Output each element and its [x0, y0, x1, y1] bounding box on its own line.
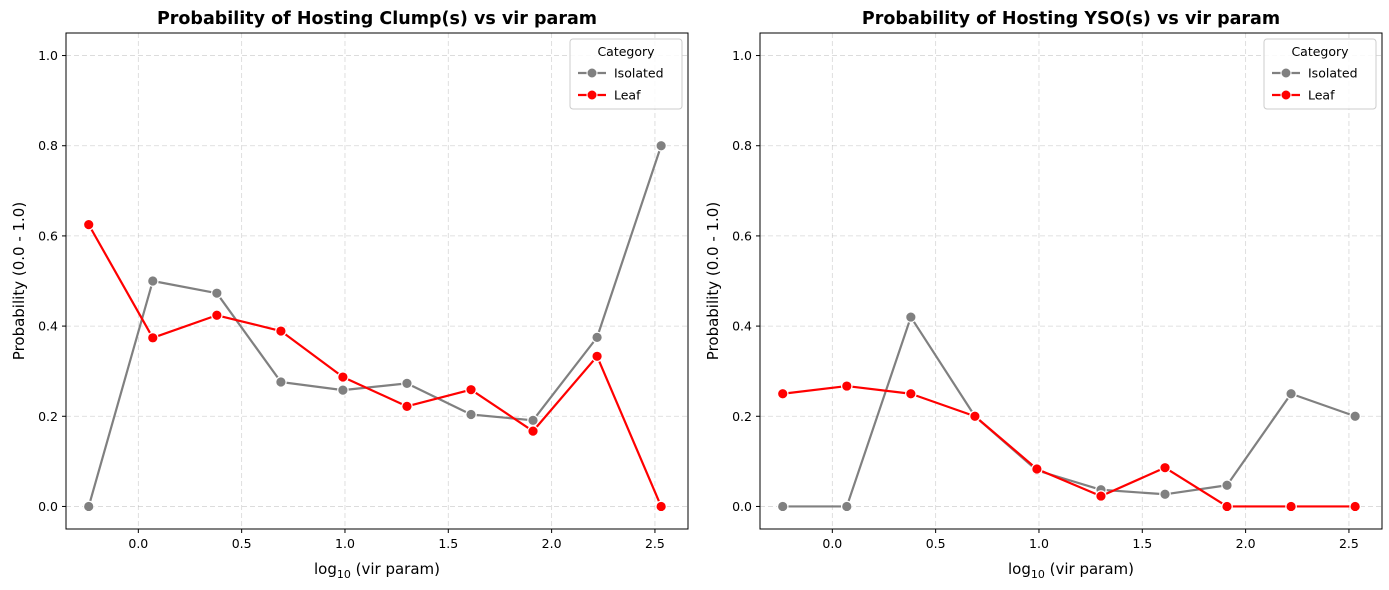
data-point: [146, 275, 159, 287]
series-isolated: [82, 139, 667, 513]
data-point: [82, 500, 95, 513]
x-tick-label: 1.5: [1132, 536, 1152, 551]
y-tick-label: 0.4: [732, 319, 752, 334]
legend: Category Isolated Leaf: [569, 38, 683, 110]
series-leaf: [82, 218, 667, 513]
y-axis-label: Probability (0.0 - 1.0): [704, 202, 722, 360]
y-tick-label: 0.6: [38, 228, 58, 243]
legend-label: Isolated: [1308, 66, 1358, 81]
legend-title: Category: [1291, 44, 1349, 59]
y-tick-label: 0.0: [732, 499, 752, 514]
data-point: [1285, 500, 1297, 513]
legend-label: Leaf: [614, 88, 641, 103]
data-point: [275, 325, 287, 337]
series-leaf: [776, 380, 1361, 513]
data-point: [1349, 410, 1361, 423]
series-line: [782, 315, 1356, 508]
data-point: [401, 400, 413, 413]
y-axis-label: Probability (0.0 - 1.0): [10, 202, 28, 360]
series-line: [87, 224, 663, 507]
data-point: [1221, 500, 1233, 513]
legend-title: Category: [597, 44, 655, 59]
data-point: [82, 218, 95, 231]
data-point: [776, 387, 789, 400]
x-tick-label: 0.5: [232, 536, 252, 551]
y-tick-label: 1.0: [732, 48, 752, 63]
y-tick-label: 0.6: [732, 228, 752, 243]
data-point: [337, 371, 349, 383]
y-tick-label: 0.2: [38, 409, 58, 424]
x-tick-label: 2.0: [1236, 536, 1256, 551]
data-point: [655, 139, 667, 152]
x-tick-label: 1.0: [335, 536, 355, 551]
chart-panel-2: 0.0 0.5 1.0 1.5 2.0 2.5 0.0 0.2 0.4 0.6 0.8 1.0 Prob…: [704, 9, 1383, 581]
data-point: [1285, 387, 1297, 400]
legend: Category Isolated Leaf: [1263, 38, 1377, 110]
data-point: [905, 311, 917, 323]
legend-box: [569, 38, 683, 110]
grid: [66, 33, 688, 529]
data-point: [840, 500, 853, 513]
chart-panel-1: 0.0 0.5 1.0 1.5 2.0 2.5 0.0 0.2 0.4 0.6 0.8 1.0 Prob…: [10, 9, 689, 581]
data-point: [1221, 479, 1233, 492]
data-point: [655, 500, 667, 513]
data-point: [527, 414, 539, 427]
legend-box: [1263, 38, 1377, 110]
data-point: [1159, 488, 1171, 501]
data-point: [1095, 490, 1107, 502]
data-point: [211, 309, 223, 322]
data-point: [337, 384, 349, 396]
data-point: [776, 500, 789, 513]
series-line: [782, 384, 1356, 508]
y-tick-label: 0.8: [38, 138, 58, 153]
data-point: [840, 380, 853, 392]
data-point: [527, 425, 539, 437]
data-point: [211, 287, 223, 299]
legend-swatch-marker: [1280, 89, 1292, 101]
grid: [760, 33, 1382, 529]
chart-title: Probability of Hosting Clump(s) vs vir p…: [157, 9, 597, 29]
legend-swatch-marker: [586, 67, 598, 79]
x-tick-label: 1.0: [1029, 536, 1049, 551]
x-tick-label: 2.5: [645, 536, 665, 551]
data-point: [465, 408, 477, 421]
y-tick-label: 0.0: [38, 499, 58, 514]
y-tick-label: 0.2: [732, 409, 752, 424]
legend-label: Leaf: [1308, 88, 1335, 103]
y-tick-label: 0.4: [38, 319, 58, 334]
data-point: [1349, 500, 1361, 513]
x-tick-label: 0.0: [128, 536, 148, 551]
data-point: [146, 332, 159, 344]
legend-swatch-marker: [1280, 67, 1292, 79]
x-tick-label: 0.0: [822, 536, 842, 551]
data-point: [1159, 461, 1171, 474]
legend-swatch-marker: [586, 89, 598, 101]
y-tick-label: 0.8: [732, 138, 752, 153]
data-point: [591, 331, 603, 344]
series-line: [87, 145, 663, 507]
data-point: [465, 383, 477, 396]
x-axis-label: log10 (vir param): [1008, 560, 1134, 581]
legend-label: Isolated: [614, 66, 664, 81]
x-axis-label: log10 (vir param): [314, 560, 440, 581]
data-point: [275, 376, 287, 388]
data-point: [905, 387, 917, 400]
x-tick-label: 2.5: [1339, 536, 1359, 551]
plot-frame: [65, 32, 689, 530]
data-point: [969, 410, 981, 423]
x-tick-label: 2.0: [542, 536, 562, 551]
chart-title: Probability of Hosting YSO(s) vs vir par…: [862, 9, 1280, 29]
x-tick-label: 1.5: [438, 536, 458, 551]
data-point: [591, 350, 603, 363]
y-tick-label: 1.0: [38, 48, 58, 63]
x-tick-label: 0.5: [926, 536, 946, 551]
plot-frame: [759, 32, 1383, 530]
data-point: [1031, 463, 1043, 475]
data-point: [401, 377, 413, 390]
